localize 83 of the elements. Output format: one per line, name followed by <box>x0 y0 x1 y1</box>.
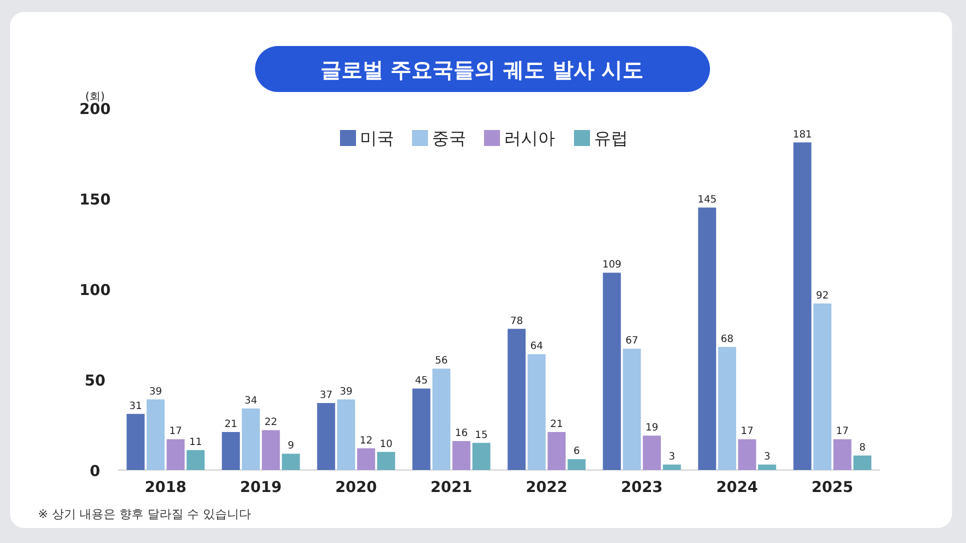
data-label: 181 <box>792 129 812 140</box>
y-tick-label: 0 <box>90 462 100 480</box>
legend-label: 중국 <box>432 129 466 149</box>
chart-title: 글로벌 주요국들의 궤도 발사 시도 <box>320 58 644 82</box>
x-tick-label: 2022 <box>526 478 568 496</box>
data-label: 34 <box>244 395 258 406</box>
bar <box>718 346 736 470</box>
bar <box>126 414 145 470</box>
data-label: 92 <box>816 290 829 302</box>
data-label: 67 <box>626 336 638 347</box>
data-label: 6 <box>573 446 580 458</box>
bar <box>568 459 586 470</box>
data-label: 145 <box>698 194 717 206</box>
bar <box>412 388 430 470</box>
x-tick-label: 2021 <box>430 478 472 496</box>
data-label: 17 <box>740 426 754 438</box>
data-label: 68 <box>720 334 734 345</box>
bar <box>357 448 376 470</box>
bar <box>528 354 546 470</box>
bar <box>602 272 621 470</box>
data-label: 22 <box>264 417 278 428</box>
bar <box>242 408 260 470</box>
data-label: 9 <box>288 440 294 452</box>
data-label: 17 <box>169 426 182 438</box>
bar <box>262 430 280 470</box>
y-tick-label: 50 <box>84 372 106 390</box>
data-label: 21 <box>224 418 238 430</box>
data-label: 21 <box>550 418 563 430</box>
bar <box>662 464 681 470</box>
y-axis-title: (회) <box>85 90 105 103</box>
x-tick-label: 2019 <box>240 478 282 496</box>
data-label: 3 <box>668 452 676 463</box>
text: ※ 상기 내용은 향후 달라질 수 있습니다 <box>38 507 251 521</box>
x-tick-label: 2018 <box>144 478 186 496</box>
bar <box>282 454 300 470</box>
bar <box>548 432 566 470</box>
bar <box>377 452 396 470</box>
data-label: 64 <box>530 341 543 352</box>
bar <box>508 328 526 470</box>
data-label: 10 <box>380 438 392 450</box>
bar <box>698 208 716 470</box>
x-tick-label: 2025 <box>812 478 854 496</box>
bar <box>452 441 470 470</box>
data-label: 109 <box>602 260 622 271</box>
bar <box>146 399 165 470</box>
data-label: 39 <box>340 386 352 398</box>
data-label: 17 <box>836 426 849 438</box>
bar <box>186 450 205 470</box>
bar <box>813 303 832 470</box>
x-tick-label: 2020 <box>335 478 377 496</box>
bar <box>853 456 872 470</box>
data-label: 45 <box>415 376 428 387</box>
data-label: 39 <box>149 386 162 398</box>
bar <box>758 464 776 470</box>
data-label: 16 <box>455 428 468 440</box>
bar <box>317 403 336 470</box>
data-label: 56 <box>435 356 448 367</box>
data-label: 8 <box>859 442 866 454</box>
bar <box>833 439 852 470</box>
bar <box>642 436 661 470</box>
x-tick-label: 2023 <box>621 478 663 496</box>
data-label: 37 <box>320 390 332 402</box>
data-label: 3 <box>764 452 770 463</box>
legend-label: 유럽 <box>594 129 628 149</box>
bar <box>622 348 641 470</box>
bar <box>472 442 490 470</box>
bar <box>337 399 356 470</box>
data-label: 31 <box>129 400 142 412</box>
bar <box>222 432 240 470</box>
data-label: 15 <box>475 430 488 441</box>
legend-label: 러시아 <box>504 129 555 149</box>
data-label: 78 <box>510 316 523 327</box>
data-label: 11 <box>189 437 202 448</box>
bar <box>738 439 756 470</box>
data-label: 19 <box>646 422 658 434</box>
y-tick-label: 150 <box>79 190 111 208</box>
bar <box>793 142 812 470</box>
x-tick-label: 2024 <box>716 478 758 496</box>
data-label: 12 <box>360 435 372 446</box>
bar <box>166 439 185 470</box>
legend-label: 미국 <box>360 129 394 149</box>
y-tick-label: 100 <box>79 281 111 299</box>
bar <box>432 368 450 470</box>
